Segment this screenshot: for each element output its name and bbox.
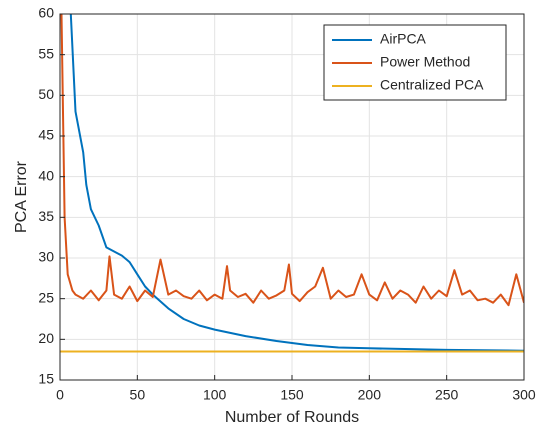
series-line: [69, 14, 524, 352]
legend-label: AirPCA: [380, 31, 427, 47]
x-tick-label: 50: [130, 387, 146, 403]
x-tick-label: 250: [435, 387, 459, 403]
y-tick-label: 20: [38, 330, 54, 346]
y-tick-label: 55: [38, 45, 54, 61]
y-tick-label: 60: [38, 5, 54, 21]
y-tick-label: 35: [38, 208, 54, 224]
x-tick-label: 100: [203, 387, 227, 403]
x-tick-label: 150: [280, 387, 304, 403]
legend-label: Power Method: [380, 54, 470, 70]
legend-label: Centralized PCA: [380, 77, 484, 93]
x-axis-label: Number of Rounds: [225, 409, 359, 426]
y-tick-label: 30: [38, 249, 54, 265]
y-tick-label: 45: [38, 127, 54, 143]
y-tick-label: 40: [38, 167, 54, 183]
x-tick-label: 300: [512, 387, 536, 403]
series-line: [60, 14, 524, 307]
y-tick-label: 50: [38, 86, 54, 102]
y-axis-label: PCA Error: [13, 160, 30, 233]
y-tick-label: 15: [38, 371, 54, 387]
y-tick-label: 25: [38, 289, 54, 305]
x-tick-label: 200: [358, 387, 382, 403]
x-tick-label: 0: [56, 387, 64, 403]
